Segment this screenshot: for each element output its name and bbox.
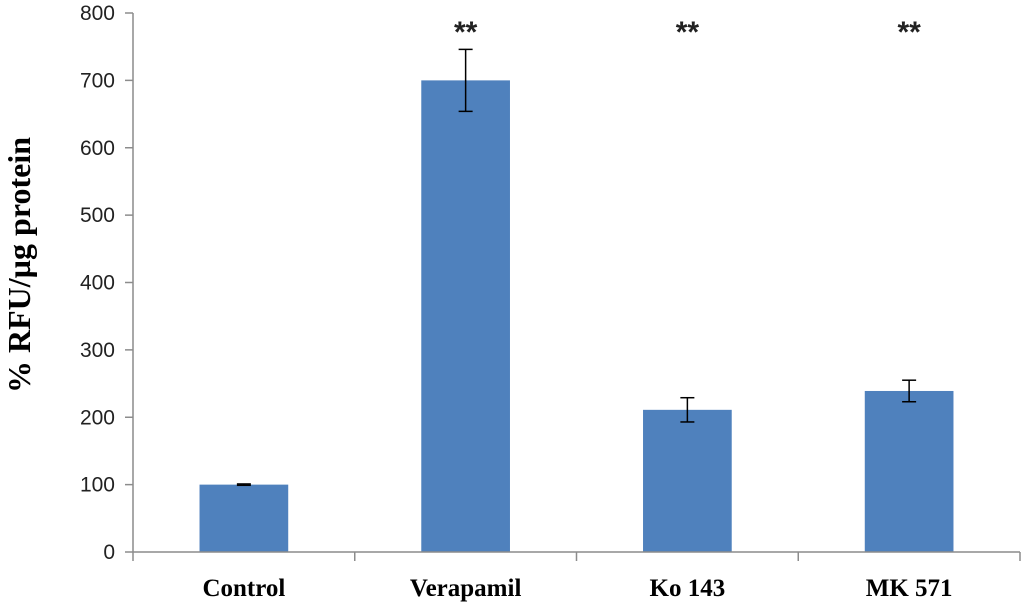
y-tick-label: 200 <box>80 406 115 429</box>
y-tick-label: 300 <box>80 339 115 362</box>
y-tick-label: 600 <box>80 137 115 160</box>
significance-marker: ** <box>897 16 921 49</box>
y-tick-label: 700 <box>80 69 115 92</box>
y-tick-label: 500 <box>80 204 115 227</box>
y-axis-title: % RFU/µg protein <box>1 137 37 393</box>
y-tick-label: 800 <box>80 2 115 25</box>
y-tick-label: 400 <box>80 272 115 295</box>
x-category-label: Control <box>202 575 285 602</box>
x-category-label: Ko 143 <box>650 575 726 602</box>
x-category-label: MK 571 <box>866 575 953 602</box>
bar-control <box>199 484 289 552</box>
y-tick-label: 100 <box>80 474 115 497</box>
bar-ko-143 <box>643 409 732 552</box>
significance-marker: ** <box>454 16 478 49</box>
significance-marker: ** <box>676 16 700 49</box>
x-category-label: Verapamil <box>410 575 522 602</box>
y-tick-label: 0 <box>103 541 115 564</box>
bar-mk-571 <box>864 390 954 552</box>
bar-verapamil <box>421 80 510 552</box>
